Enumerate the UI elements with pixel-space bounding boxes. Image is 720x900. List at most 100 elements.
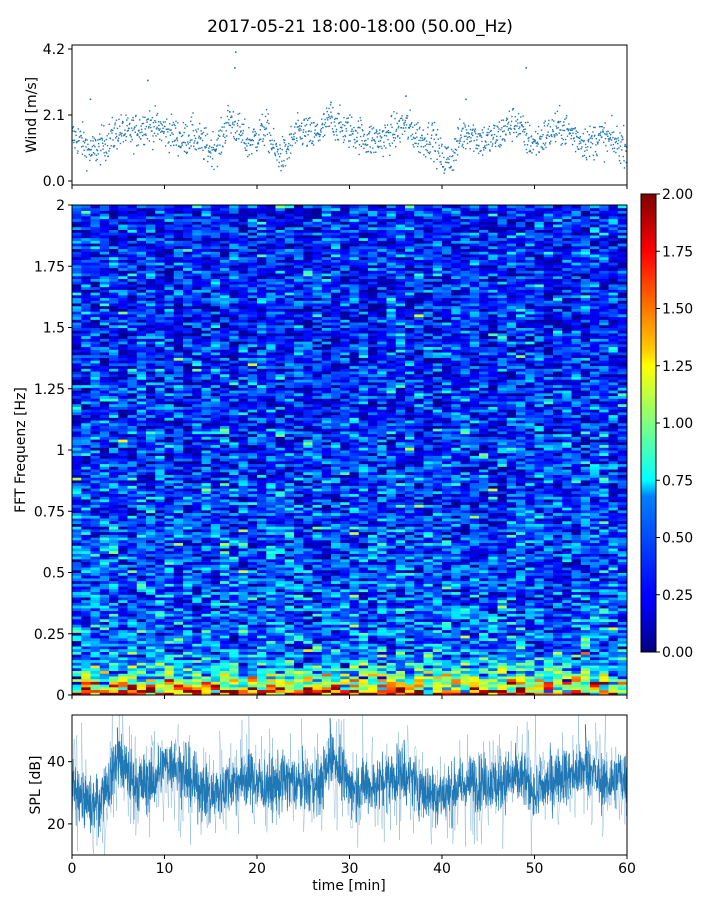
wind-point bbox=[96, 158, 98, 161]
spectrogram-cell bbox=[201, 599, 212, 603]
wind-point bbox=[604, 137, 607, 140]
spectrogram-cell bbox=[599, 667, 609, 671]
wind-point bbox=[504, 133, 507, 135]
spectrogram-cell bbox=[229, 621, 239, 625]
spectrogram-cell bbox=[590, 550, 600, 554]
spectrogram-cell bbox=[173, 613, 184, 617]
spectrogram-cell bbox=[192, 678, 202, 682]
spectrogram-cell bbox=[534, 561, 545, 565]
wind-point bbox=[243, 142, 246, 145]
wind-point bbox=[331, 115, 333, 117]
spectrogram-cell bbox=[321, 621, 332, 625]
spectrogram-cell bbox=[358, 670, 369, 674]
spectrogram-cell bbox=[442, 602, 452, 606]
spectrogram-cell bbox=[405, 539, 415, 544]
wind-point bbox=[300, 129, 302, 131]
wind-point bbox=[558, 121, 560, 124]
spectrogram-cell bbox=[201, 548, 212, 552]
spectrogram-cell bbox=[164, 632, 175, 636]
spectrogram-cell bbox=[257, 548, 267, 552]
wind-point bbox=[338, 122, 340, 125]
spectrogram-cell bbox=[506, 610, 517, 614]
spectrogram-cell bbox=[562, 681, 572, 685]
wind-point bbox=[559, 129, 561, 131]
spectrogram-cell bbox=[312, 637, 323, 642]
spectrogram-cell bbox=[127, 670, 138, 674]
wind-point bbox=[583, 154, 586, 157]
wind-point bbox=[283, 160, 285, 162]
spectrogram-cell bbox=[562, 580, 572, 584]
spectrogram-cell bbox=[599, 665, 609, 669]
spectrogram-cell bbox=[284, 646, 295, 650]
spectrogram-cell bbox=[590, 577, 600, 582]
spectrogram-cell bbox=[340, 588, 350, 593]
wind-point bbox=[348, 134, 351, 136]
spectrogram-cell bbox=[460, 621, 471, 625]
wind-point bbox=[440, 145, 443, 147]
spectrogram-cell bbox=[275, 684, 286, 688]
spectrogram-cell bbox=[90, 545, 101, 549]
wind-point bbox=[183, 141, 185, 144]
wind-point bbox=[610, 134, 612, 136]
spectrogram-cell bbox=[284, 648, 295, 652]
spectrogram-cell bbox=[294, 629, 304, 633]
spectrogram-cell bbox=[303, 626, 313, 631]
spectrogram-cell bbox=[266, 580, 276, 584]
wind-point bbox=[126, 130, 129, 132]
spectrogram-cell bbox=[580, 648, 591, 652]
spectrogram-cell bbox=[386, 553, 397, 557]
spectrogram-cell bbox=[146, 553, 156, 557]
spectrogram-cell bbox=[590, 624, 600, 628]
spectrogram-cell bbox=[368, 670, 378, 674]
spectrogram-cell bbox=[183, 577, 193, 582]
wind-point bbox=[469, 128, 472, 131]
spectrogram-cell bbox=[525, 548, 535, 552]
spectrogram-cell bbox=[155, 607, 165, 612]
spectrogram-cell bbox=[90, 588, 101, 593]
wind-point bbox=[198, 137, 200, 139]
wind-point bbox=[498, 121, 501, 123]
spectrogram-cell bbox=[516, 558, 526, 563]
spectrogram-cell bbox=[340, 602, 350, 606]
spectrogram-cell bbox=[442, 556, 452, 560]
spectrogram-cell bbox=[81, 648, 91, 652]
wind-point bbox=[121, 132, 123, 135]
wind-point bbox=[379, 135, 381, 137]
spectrogram-cell bbox=[469, 548, 480, 552]
spectrogram-cell bbox=[81, 572, 91, 576]
spectrogram-cell bbox=[349, 648, 360, 652]
wind-point bbox=[610, 139, 613, 141]
spectrogram-cell bbox=[368, 654, 378, 658]
spectrogram-cell bbox=[553, 607, 563, 612]
spectrogram-cell bbox=[479, 610, 489, 614]
spectrogram-cell bbox=[506, 613, 517, 617]
spectrogram-cell bbox=[377, 588, 387, 593]
spectrogram-cell bbox=[580, 686, 591, 691]
wind-point bbox=[520, 121, 522, 124]
spectrogram-cell bbox=[377, 637, 387, 642]
spectrogram-cell bbox=[127, 575, 138, 579]
wind-point bbox=[524, 121, 527, 124]
wind-point bbox=[564, 138, 567, 141]
spectrogram-cell bbox=[312, 567, 323, 571]
wind-point bbox=[145, 134, 147, 136]
spectrogram-cell bbox=[423, 545, 434, 549]
spectrogram-cell bbox=[368, 667, 378, 671]
spectrogram-cell bbox=[312, 550, 323, 554]
spectrogram-cell bbox=[238, 575, 249, 579]
wind-point bbox=[318, 133, 320, 136]
wind-point bbox=[413, 137, 415, 140]
wind-point bbox=[354, 129, 357, 132]
wind-point bbox=[266, 121, 268, 123]
spectrogram-cell bbox=[284, 635, 295, 639]
spectrogram-cell bbox=[238, 689, 249, 693]
wind-point bbox=[437, 150, 439, 152]
spectrogram-cell bbox=[201, 686, 212, 691]
wind-point bbox=[405, 127, 407, 129]
spectrogram-cell bbox=[599, 553, 609, 557]
spectrogram-cell bbox=[118, 594, 128, 598]
spectrogram-cell bbox=[321, 684, 332, 688]
spectrogram-cell bbox=[599, 542, 609, 546]
spectrogram-cell bbox=[599, 599, 609, 603]
wind-point bbox=[369, 151, 372, 153]
